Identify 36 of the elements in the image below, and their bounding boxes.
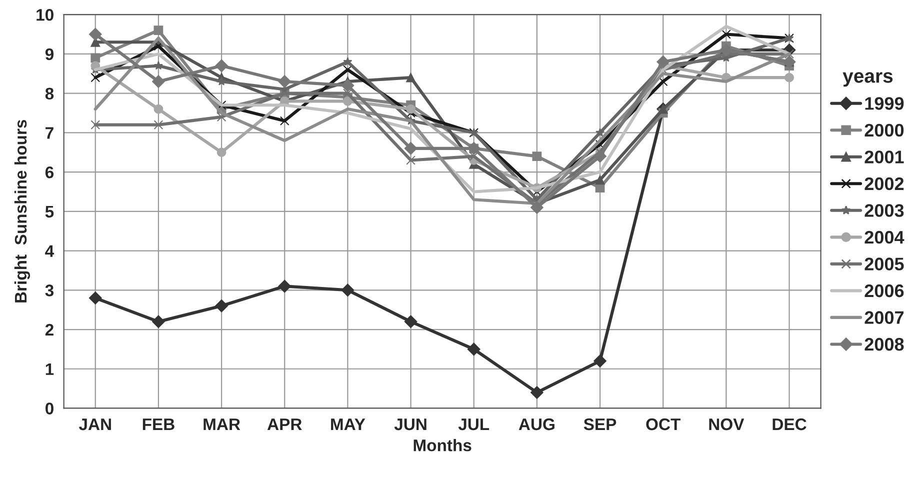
y-tick-label: 8	[45, 88, 54, 100]
legend-label: 2000	[864, 124, 904, 137]
y-tick-label: 9	[45, 48, 54, 60]
x-tick-label: JAN	[78, 418, 111, 430]
legend-label: 2003	[864, 204, 904, 217]
x-tick-label: AUG	[518, 418, 554, 430]
x-tick-label: FEB	[142, 418, 174, 430]
legend-label: 2005	[864, 258, 904, 270]
x-tick-label: JUN	[394, 418, 426, 430]
x-tick-label: MAY	[331, 418, 366, 430]
legend-label: 2001	[864, 150, 904, 164]
y-tick-label: 3	[45, 284, 54, 296]
y-tick-label: 4	[45, 245, 54, 257]
legend-title: years	[842, 72, 893, 87]
x-tick-label: MAR	[204, 418, 240, 430]
y-tick-label: 5	[45, 206, 54, 218]
legend-label: 2002	[864, 177, 904, 190]
x-tick-label: NOV	[709, 418, 744, 430]
x-tick-label: JUL	[458, 418, 490, 430]
legend-label: 2004	[864, 230, 904, 244]
legend-label: 2008	[864, 338, 904, 351]
y-tick-label: 6	[45, 166, 54, 178]
x-axis-title: Months	[414, 439, 472, 452]
y-tick-label: 2	[45, 324, 54, 336]
x-tick-label: DEC	[772, 418, 806, 430]
legend-label: 1999	[865, 97, 904, 110]
y-tick-label: 1	[46, 363, 54, 375]
y-tick-label: 0	[46, 402, 54, 414]
y-tick-label: 7	[46, 127, 54, 139]
legend-label: 2007	[864, 311, 904, 324]
x-tick-label: APR	[267, 418, 302, 430]
legend-label: 2006	[864, 284, 904, 298]
y-tick-label: 10	[36, 8, 54, 21]
x-tick-label: SEP	[584, 418, 616, 430]
y-axis-title: Bright Sunshine hours	[14, 120, 30, 302]
x-tick-label: OCT	[646, 418, 681, 430]
